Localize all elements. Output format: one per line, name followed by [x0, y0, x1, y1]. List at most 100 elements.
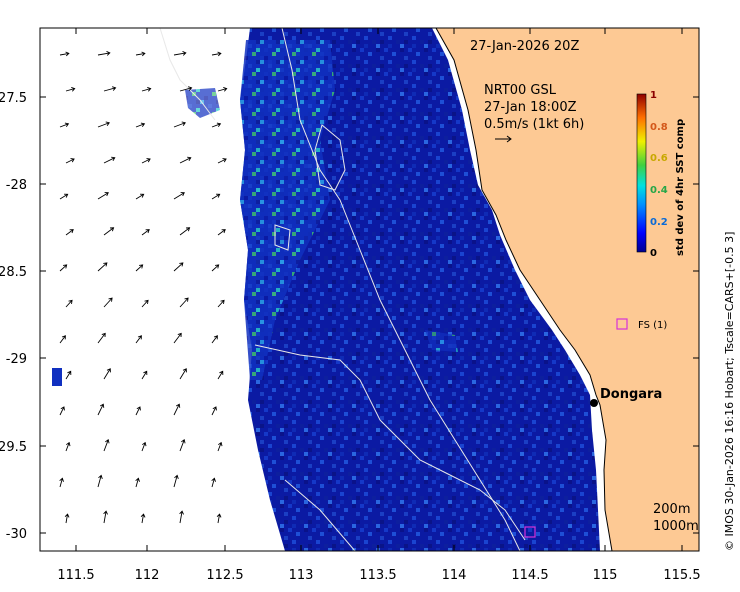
coastline [435, 28, 613, 551]
wind-arrow [97, 474, 103, 488]
wind-arrows [59, 51, 228, 524]
wind-arrow [65, 370, 72, 380]
station-label: FS (1) [638, 320, 667, 331]
colorbar-tick-label: 0.2 [650, 217, 668, 228]
wind-arrow [141, 229, 150, 236]
y-tick-label: -29.5 [0, 440, 27, 455]
wind-arrow [217, 87, 228, 92]
wind-arrow [135, 193, 145, 200]
x-tick-label: 114 [442, 568, 467, 583]
wind-arrow [211, 406, 217, 416]
wind-arrow [216, 513, 222, 524]
tick-marks [40, 28, 699, 551]
y-tick-label: -28.5 [0, 265, 27, 280]
wind-source-name: NRT00 GSL [484, 83, 557, 98]
contour-label-200m: 200m [653, 502, 690, 517]
colorbar-tick-label: 0.6 [650, 153, 668, 164]
credit-text: © IMOS 30-Jan-2026 16:16 Hobart; Tscale=… [723, 232, 736, 551]
wind-arrow [97, 51, 111, 56]
contour-label-1000m: 1000m [653, 519, 699, 534]
wind-arrow [103, 368, 111, 380]
land-mass [436, 28, 699, 551]
wind-arrow [141, 158, 151, 164]
wind-arrow [211, 122, 222, 128]
wind-arrow [103, 227, 115, 236]
x-tick-label: 115.5 [663, 568, 700, 583]
wind-arrow [135, 122, 146, 128]
wind-scale-label: 0.5m/s (1kt 6h) [484, 117, 584, 132]
station-marker-south [524, 526, 536, 538]
wind-arrow [217, 158, 227, 164]
wind-arrow [65, 299, 73, 308]
wind-arrow [59, 51, 70, 57]
wind-arrow [64, 513, 70, 524]
sst-swath [240, 28, 600, 551]
wind-arrow [211, 51, 222, 57]
wind-arrow [65, 158, 75, 164]
colorbar-tick-label: 0 [650, 248, 657, 259]
wind-arrow [141, 87, 152, 92]
wind-arrow [173, 474, 179, 488]
x-axis-labels: 111.5 112 112.5 113 113.5 114 114.5 115 … [57, 568, 700, 583]
dongara-marker [590, 399, 598, 407]
wind-arrow [211, 335, 218, 344]
wind-arrow [135, 477, 140, 488]
wind-arrow [173, 262, 184, 272]
colorbar-title: std dev of 4hr SST comp [675, 119, 686, 256]
wind-arrow [179, 368, 187, 380]
wind-arrow [103, 439, 110, 452]
y-tick-label: -27.5 [0, 91, 27, 106]
y-axis-labels: -27.5 -28 -28.5 -29 -29.5 -30 [0, 91, 27, 542]
colorbar-tick-label: 0.4 [650, 185, 668, 196]
wind-arrow [59, 335, 66, 344]
x-tick-label: 111.5 [57, 568, 94, 583]
x-tick-label: 113.5 [359, 568, 396, 583]
wind-arrow [141, 299, 149, 308]
wind-arrow [103, 156, 116, 164]
wind-arrow [140, 513, 146, 524]
x-tick-label: 113 [289, 568, 314, 583]
x-tick-label: 114.5 [511, 568, 548, 583]
wind-arrow [59, 406, 65, 416]
wind-arrow [217, 299, 225, 308]
wind-arrow [217, 229, 226, 236]
y-tick-label: -28 [6, 178, 27, 193]
wind-arrow [173, 403, 181, 416]
wind-arrow [59, 122, 70, 128]
wind-arrow [59, 477, 64, 488]
wind-arrow [179, 439, 186, 452]
wind-arrow [135, 406, 141, 416]
wind-arrow [211, 264, 220, 272]
wind-arrow [103, 297, 113, 308]
wind-arrow [141, 441, 147, 452]
wind-arrow [59, 193, 69, 200]
sst-patch-west [52, 368, 62, 386]
x-tick-label: 112 [135, 568, 160, 583]
wind-arrow [179, 86, 193, 92]
wind-arrow [173, 332, 182, 344]
wind-arrow [59, 264, 68, 272]
plot-frame [39, 27, 700, 552]
y-tick-label: -29 [6, 352, 27, 367]
wind-arrow [103, 510, 108, 524]
wind-arrow [65, 229, 74, 236]
colorbar: 0 0.2 0.4 0.6 0.8 1 std dev of 4hr SST c… [636, 90, 686, 259]
wind-arrow [97, 192, 109, 200]
wind-arrow [179, 297, 189, 308]
wind-arrow [173, 51, 187, 56]
wind-arrow [97, 262, 108, 272]
wind-arrow [217, 370, 224, 380]
wind-arrow [211, 193, 221, 200]
wind-arrow [97, 403, 105, 416]
wind-arrow [97, 121, 110, 128]
x-tick-label: 115 [593, 568, 618, 583]
wind-arrow [97, 332, 106, 344]
wind-source-time: 27-Jan 18:00Z [484, 100, 577, 115]
map-area [40, 28, 699, 551]
colorbar-tick-label: 0.8 [650, 122, 668, 133]
wind-arrow [135, 51, 146, 57]
map-title: 27-Jan-2026 20Z [470, 39, 579, 54]
x-tick-label: 112.5 [206, 568, 243, 583]
y-tick-label: -30 [6, 527, 27, 542]
